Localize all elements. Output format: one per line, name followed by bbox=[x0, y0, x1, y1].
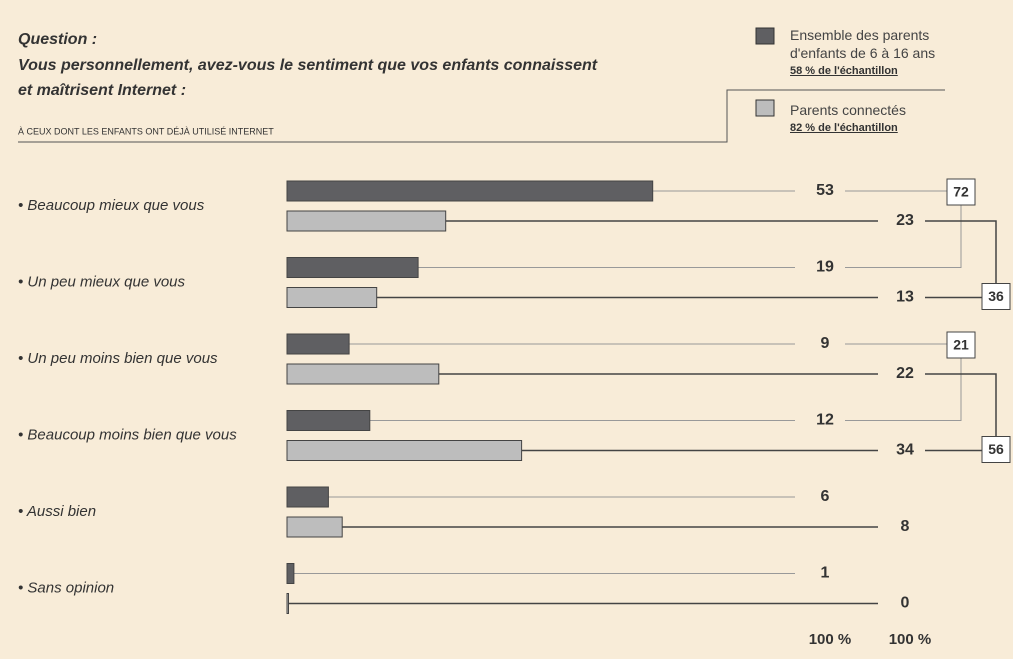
bar bbox=[286, 210, 447, 232]
bar bbox=[286, 333, 350, 355]
chart-note: À CEUX DONT LES ENFANTS ONT DÉJÀ UTILISÉ… bbox=[18, 126, 274, 136]
total-box bbox=[981, 436, 1011, 463]
bar bbox=[286, 593, 289, 614]
total-label: 72 bbox=[953, 184, 969, 200]
total-label: 36 bbox=[988, 288, 1004, 304]
bar bbox=[286, 440, 523, 461]
category-label: • Un peu moins bien que vous bbox=[18, 350, 218, 367]
value-label: 12 bbox=[816, 412, 834, 429]
value-label: 23 bbox=[896, 212, 914, 229]
chart-subtitle: et maîtrisent Internet : bbox=[18, 82, 186, 99]
category-label: • Beaucoup moins bien que vous bbox=[18, 426, 237, 443]
bracket-line bbox=[845, 358, 962, 421]
legend-label: Parents connectés bbox=[790, 102, 906, 118]
legend-swatch bbox=[755, 99, 775, 117]
category-label: • Sans opinion bbox=[18, 579, 114, 596]
legend-sample: 82 % de l'échantillon bbox=[790, 122, 898, 134]
value-label: 34 bbox=[896, 442, 914, 459]
total-label: 21 bbox=[953, 337, 969, 353]
legend-entry: Ensemble des parents d'enfants de 6 à 16… bbox=[790, 26, 990, 80]
bracket-line bbox=[925, 373, 997, 437]
bar bbox=[286, 410, 371, 431]
legend-swatch bbox=[755, 27, 775, 45]
bar bbox=[286, 563, 295, 584]
legend-entry: Parents connectés 82 % de l'échantillon bbox=[790, 101, 990, 137]
bar bbox=[286, 363, 440, 385]
category-label: • Beaucoup mieux que vous bbox=[18, 197, 205, 214]
bar bbox=[286, 516, 343, 538]
category-label: • Un peu mieux que vous bbox=[18, 273, 186, 290]
frame-line bbox=[18, 89, 945, 143]
value-label: 13 bbox=[896, 289, 914, 306]
total-box bbox=[946, 331, 976, 359]
value-label: 53 bbox=[816, 182, 834, 199]
value-label: 8 bbox=[901, 518, 910, 535]
value-label: 9 bbox=[821, 335, 830, 352]
total-box bbox=[946, 178, 976, 206]
chart-title: Question : bbox=[18, 31, 97, 48]
total-label: 56 bbox=[988, 441, 1004, 457]
value-label: 1 bbox=[821, 565, 830, 582]
bar bbox=[286, 180, 654, 202]
value-label: 22 bbox=[896, 365, 914, 382]
bracket-line bbox=[845, 205, 962, 268]
bar bbox=[286, 486, 329, 508]
value-label: 6 bbox=[821, 488, 830, 505]
bracket-line bbox=[925, 220, 997, 284]
category-label: • Aussi bien bbox=[18, 503, 96, 520]
value-label: 0 bbox=[901, 595, 910, 612]
column-total: 100 % bbox=[809, 631, 852, 648]
bar bbox=[286, 287, 378, 308]
value-label: 19 bbox=[816, 259, 834, 276]
bar bbox=[286, 257, 419, 278]
legend-label: Ensemble des parents d'enfants de 6 à 16… bbox=[790, 27, 936, 61]
column-total: 100 % bbox=[889, 631, 932, 648]
chart-subtitle: Vous personnellement, avez-vous le senti… bbox=[18, 57, 598, 74]
total-box bbox=[981, 283, 1011, 310]
legend-sample: 58 % de l'échantillon bbox=[790, 65, 898, 77]
